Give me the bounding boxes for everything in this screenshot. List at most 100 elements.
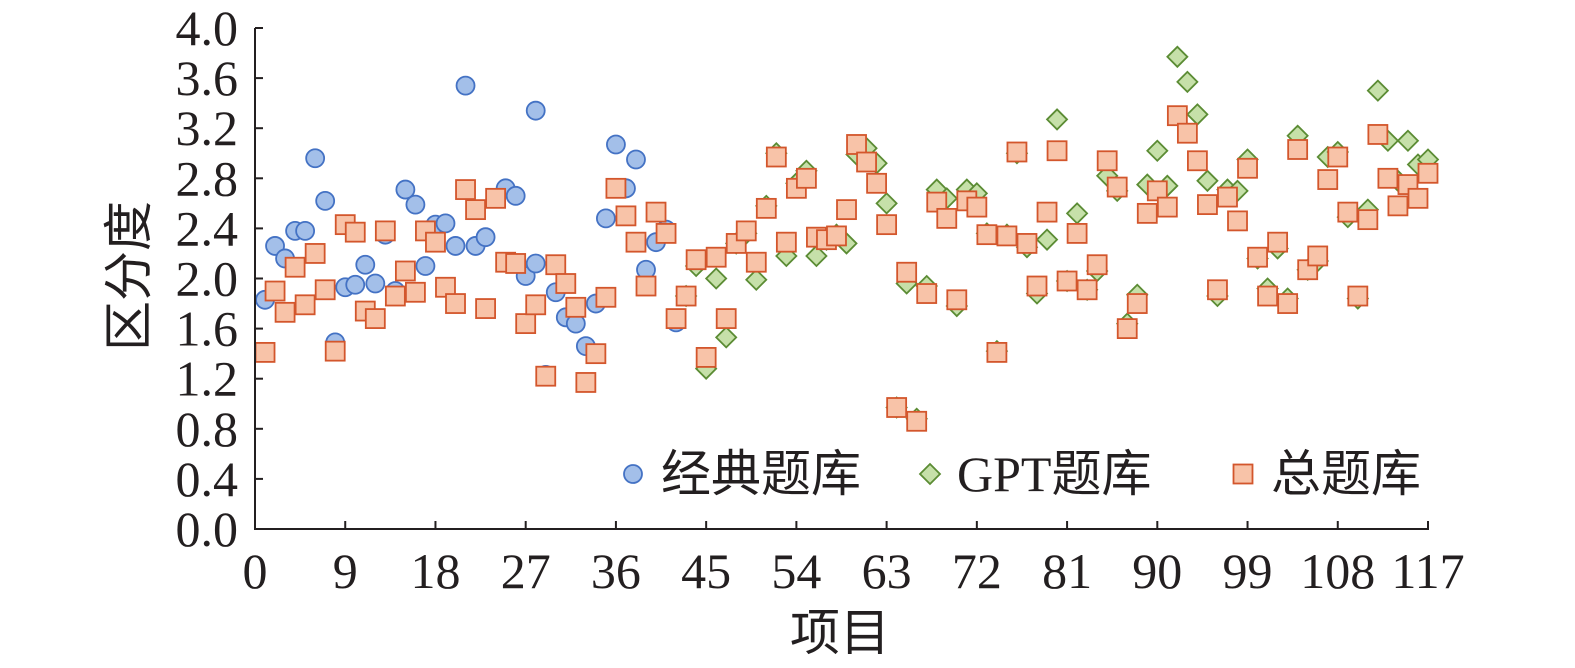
x-tick-label: 9 xyxy=(333,543,358,599)
classic-bank-point xyxy=(455,75,476,96)
total-bank-point xyxy=(605,177,627,199)
legend: 经典题库 GPT题库 总题库 xyxy=(623,446,1421,502)
y-tick-label: 0.4 xyxy=(176,451,239,507)
total-bank-point xyxy=(1166,105,1188,127)
total-bank-point xyxy=(1126,293,1148,314)
total-bank-point xyxy=(1407,187,1429,209)
total-bank-point xyxy=(866,172,887,194)
classic-bank-point xyxy=(315,190,336,211)
total-bank-point xyxy=(1247,246,1268,268)
total-bank-point xyxy=(515,313,537,334)
total-bank-point xyxy=(1327,146,1349,168)
total-bank-point xyxy=(745,251,767,273)
total-bank-point xyxy=(635,275,657,297)
gpt-bank-point xyxy=(1366,79,1390,102)
total-bank-point xyxy=(615,205,637,227)
gpt-bank-point xyxy=(1176,70,1199,94)
x-tick-label: 18 xyxy=(410,543,460,599)
x-tick-label: 27 xyxy=(501,543,551,599)
total-bank-point xyxy=(294,294,316,316)
legend-classic-bank-marker xyxy=(623,464,643,484)
y-tick-label: 2.4 xyxy=(176,200,239,256)
classic-bank-point xyxy=(595,208,616,229)
total-bank-point xyxy=(916,283,938,304)
total-bank-point xyxy=(545,254,567,276)
total-bank-point xyxy=(264,280,286,302)
total-bank-point xyxy=(465,199,486,221)
x-tick-label: 63 xyxy=(862,543,912,599)
total-bank-point xyxy=(405,281,426,303)
x-tick-label: 54 xyxy=(771,543,821,599)
gpt-bank-point xyxy=(875,192,898,215)
total-bank-point xyxy=(565,296,587,318)
classic-bank-point xyxy=(626,149,646,170)
total-bank-point xyxy=(685,249,707,271)
y-axis-title: 区分度 xyxy=(101,201,157,351)
total-bank-point xyxy=(555,273,577,294)
total-bank-point xyxy=(1377,167,1399,189)
total-bank-point xyxy=(425,231,446,253)
total-bank-point xyxy=(836,199,857,221)
x-tick-label: 36 xyxy=(591,543,641,599)
gpt-bank-point xyxy=(714,326,738,349)
data-points xyxy=(254,45,1440,432)
total-bank-point xyxy=(1417,162,1439,184)
total-bank-point xyxy=(1006,141,1028,163)
legend-label-gpt-bank: GPT题库 xyxy=(957,446,1151,502)
total-bank-point xyxy=(1367,124,1389,145)
total-bank-point xyxy=(505,253,527,274)
x-tick-label: 72 xyxy=(952,543,1002,599)
total-bank-point xyxy=(284,256,306,278)
classic-bank-point xyxy=(525,253,546,274)
total-bank-point xyxy=(1016,233,1038,254)
total-bank-point xyxy=(1217,186,1238,208)
classic-bank-point xyxy=(355,254,376,275)
y-tick-label: 0.8 xyxy=(176,401,239,457)
total-bank-point xyxy=(695,347,717,368)
total-bank-point xyxy=(826,225,847,247)
x-tick-label: 108 xyxy=(1300,543,1375,599)
total-bank-point xyxy=(1337,201,1359,223)
total-bank-point xyxy=(364,308,386,329)
classic-bank-point xyxy=(295,221,316,241)
total-bank-point xyxy=(394,260,416,282)
y-tick-label: 0.0 xyxy=(176,501,239,557)
classic-bank-point xyxy=(475,227,496,248)
total-bank-point xyxy=(645,201,667,223)
total-bank-point xyxy=(876,214,898,236)
total-bank-point xyxy=(1056,270,1078,292)
total-bank-point xyxy=(1287,139,1309,160)
x-tick-label: 45 xyxy=(681,543,731,599)
total-bank-point xyxy=(976,224,998,246)
legend-label-total-bank: 总题库 xyxy=(1271,446,1421,502)
y-tick-label: 3.2 xyxy=(176,100,239,156)
y-tick-label: 1.2 xyxy=(176,351,239,407)
total-bank-point xyxy=(675,285,697,307)
total-bank-point xyxy=(1227,210,1248,232)
total-bank-point xyxy=(1197,194,1218,216)
total-bank-point xyxy=(575,372,597,393)
total-bank-point xyxy=(966,196,988,218)
gpt-bank-point xyxy=(1035,228,1059,251)
total-bank-point xyxy=(1307,245,1329,267)
x-axis-title: 项目 xyxy=(790,605,890,661)
gpt-bank-point xyxy=(1396,129,1420,152)
gpt-bank-point xyxy=(805,244,828,268)
total-bank-point xyxy=(1026,275,1048,297)
total-bank-point xyxy=(1046,140,1068,162)
total-bank-point xyxy=(796,167,817,189)
classic-bank-point xyxy=(365,273,386,294)
total-bank-point xyxy=(856,151,877,173)
total-bank-point xyxy=(906,410,928,432)
total-bank-point xyxy=(374,220,396,242)
classic-bank-point xyxy=(505,185,526,206)
gpt-bank-point xyxy=(1045,108,1069,131)
total-bank-point xyxy=(1277,293,1299,314)
total-bank-point xyxy=(1257,285,1278,307)
classic-bank-point xyxy=(606,134,626,155)
total-bank-point xyxy=(274,301,296,323)
total-bank-point xyxy=(655,223,677,244)
total-bank-point xyxy=(445,293,466,314)
total-bank-point xyxy=(1207,279,1228,301)
total-bank-point xyxy=(1357,209,1379,231)
